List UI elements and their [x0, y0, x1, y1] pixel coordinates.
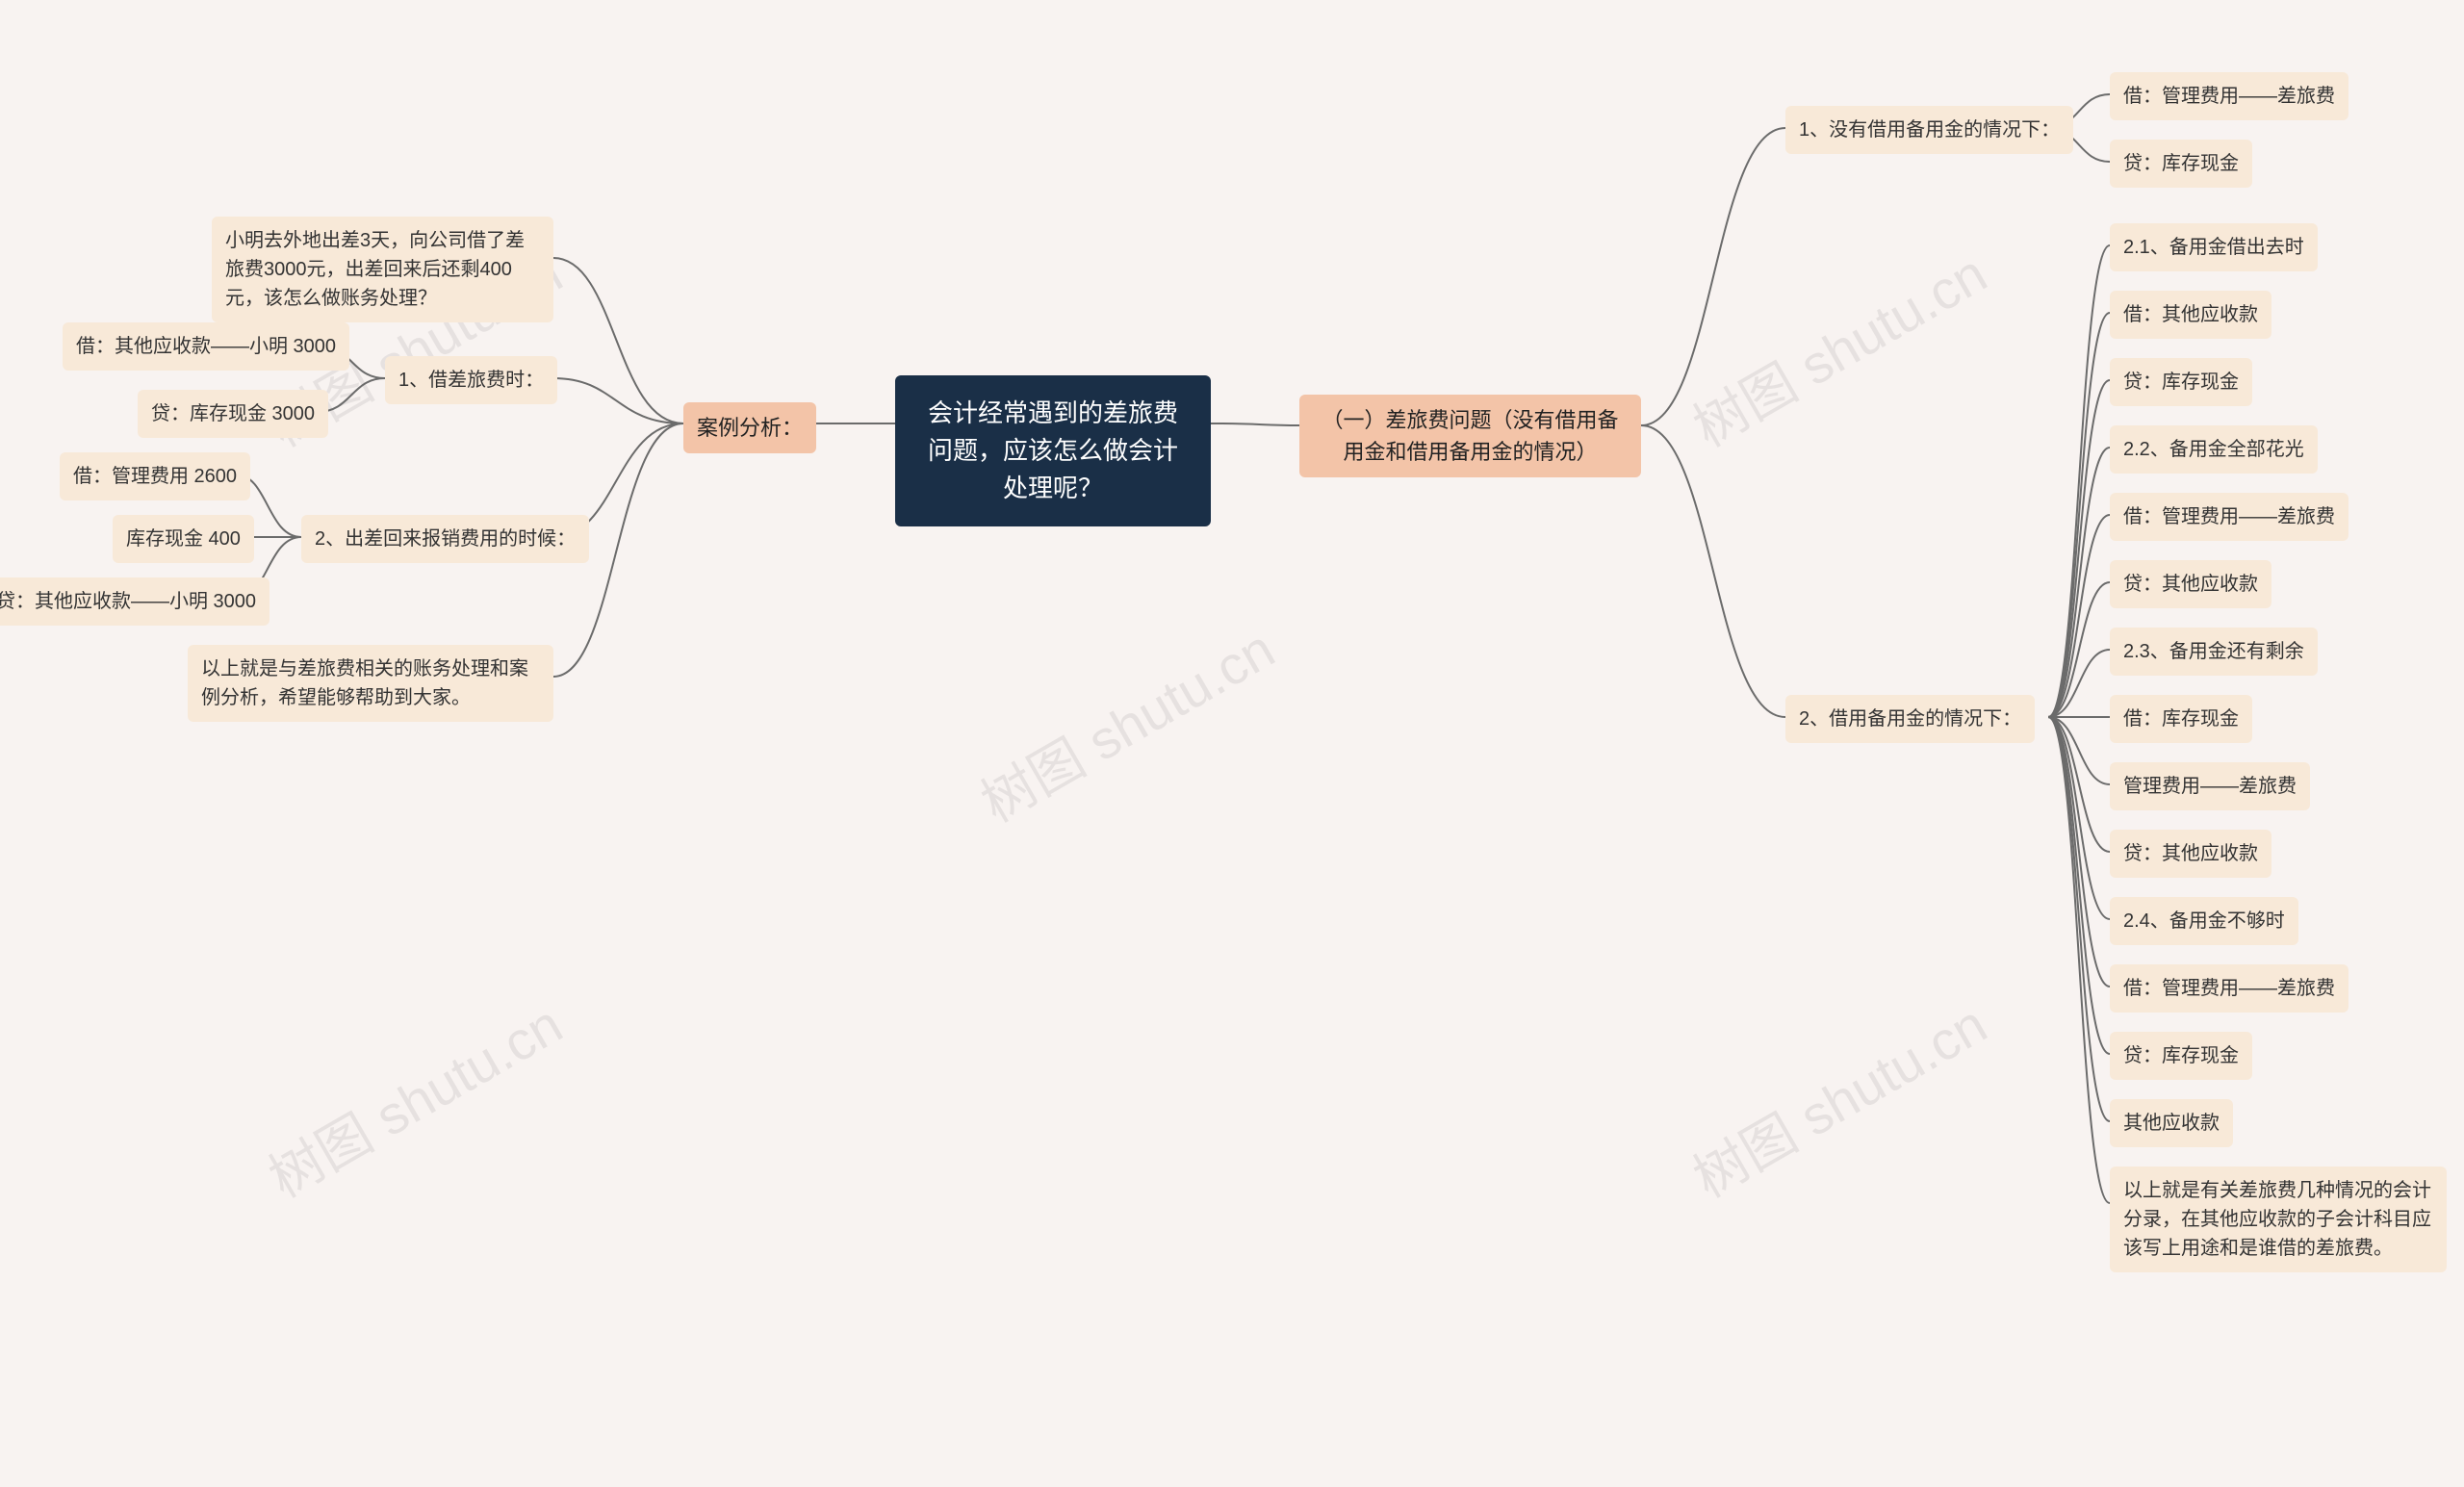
left-sub-2-item-2[interactable]: 贷：其他应收款——小明 3000: [0, 577, 270, 626]
right-group-2-label[interactable]: 2、借用备用金的情况下：: [1785, 695, 2035, 743]
right-group-1-label[interactable]: 1、没有借用备用金的情况下：: [1785, 106, 2073, 154]
right-group-1-item-1[interactable]: 贷：库存现金: [2110, 140, 2252, 188]
left-sub-1-item-0[interactable]: 借：其他应收款——小明 3000: [63, 322, 349, 371]
right-group-2-item-4[interactable]: 借：管理费用——差旅费: [2110, 493, 2348, 541]
right-group-2-item-6[interactable]: 2.3、备用金还有剩余: [2110, 628, 2318, 676]
right-group-2-item-7[interactable]: 借：库存现金: [2110, 695, 2252, 743]
root-node[interactable]: 会计经常遇到的差旅费问题，应该怎么做会计处理呢？: [895, 375, 1211, 526]
left-sub-2-label[interactable]: 2、出差回来报销费用的时候：: [301, 515, 589, 563]
right-group-2-item-2[interactable]: 贷：库存现金: [2110, 358, 2252, 406]
right-group-2-item-14[interactable]: 以上就是有关差旅费几种情况的会计分录，在其他应收款的子会计科目应该写上用途和是谁…: [2110, 1167, 2447, 1272]
left-item-3[interactable]: 以上就是与差旅费相关的账务处理和案例分析，希望能够帮助到大家。: [188, 645, 553, 722]
right-group-2-item-11[interactable]: 借：管理费用——差旅费: [2110, 964, 2348, 1013]
right-group-2-item-0[interactable]: 2.1、备用金借出去时: [2110, 223, 2318, 271]
right-group-2-item-10[interactable]: 2.4、备用金不够时: [2110, 897, 2298, 945]
left-item-0[interactable]: 小明去外地出差3天，向公司借了差旅费3000元，出差回来后还剩400元，该怎么做…: [212, 217, 553, 322]
left-branch[interactable]: 案例分析：: [683, 402, 816, 453]
watermark: 树图 shutu.cn: [252, 983, 574, 1214]
right-group-2-item-9[interactable]: 贷：其他应收款: [2110, 830, 2272, 878]
right-group-2-item-8[interactable]: 管理费用——差旅费: [2110, 762, 2310, 810]
left-sub-1-item-1[interactable]: 贷：库存现金 3000: [138, 390, 328, 438]
left-sub-2-item-1[interactable]: 库存现金 400: [113, 515, 254, 563]
right-group-1-item-0[interactable]: 借：管理费用——差旅费: [2110, 72, 2348, 120]
right-group-2-item-1[interactable]: 借：其他应收款: [2110, 291, 2272, 339]
right-group-2-item-3[interactable]: 2.2、备用金全部花光: [2110, 425, 2318, 474]
left-sub-1-label[interactable]: 1、借差旅费时：: [385, 356, 557, 404]
right-group-2-item-12[interactable]: 贷：库存现金: [2110, 1032, 2252, 1080]
right-group-2-item-5[interactable]: 贷：其他应收款: [2110, 560, 2272, 608]
right-group-2-item-13[interactable]: 其他应收款: [2110, 1099, 2233, 1147]
watermark: 树图 shutu.cn: [1677, 983, 1998, 1214]
watermark: 树图 shutu.cn: [964, 607, 1286, 838]
watermark: 树图 shutu.cn: [1677, 232, 1998, 463]
left-sub-2-item-0[interactable]: 借：管理费用 2600: [60, 452, 250, 500]
right-branch[interactable]: （一）差旅费问题（没有借用备用金和借用备用金的情况）: [1299, 395, 1641, 477]
